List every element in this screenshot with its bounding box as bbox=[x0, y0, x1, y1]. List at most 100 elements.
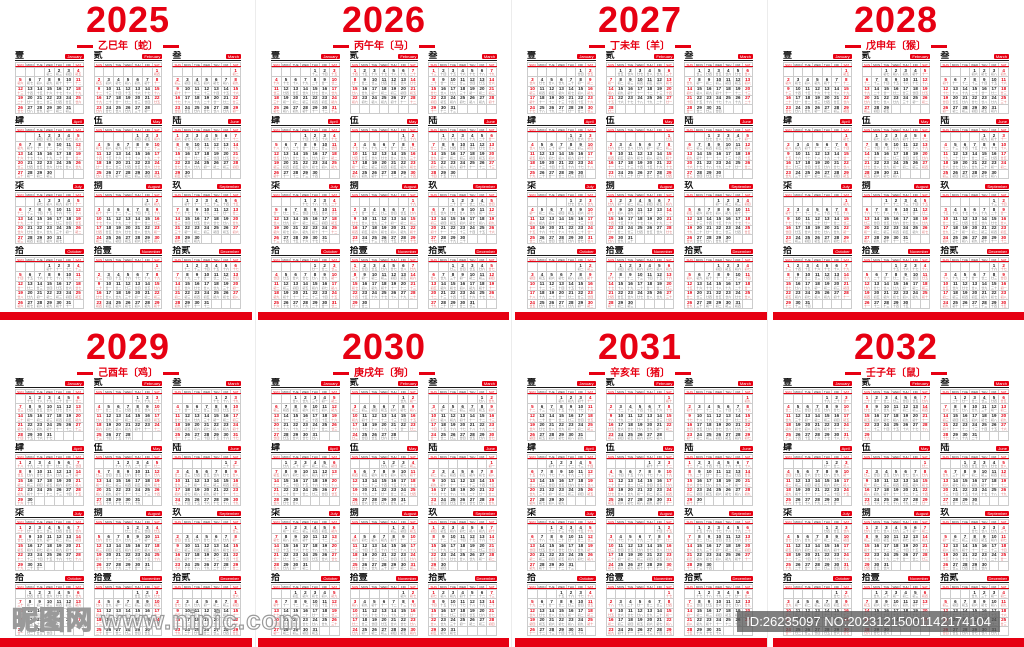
lunar-label: 初三 bbox=[883, 229, 890, 234]
date-cell: 14 十五 bbox=[221, 86, 232, 96]
date-grid: 1 初五 2 初六 3 初七 4 初八 5 初九 6 初十 7 十一 8 十二 9 十三 10 十四 11 十五 12 十六 1… bbox=[783, 67, 852, 114]
lunar-label: 十七 bbox=[734, 220, 741, 225]
lunar-label: 初四 bbox=[440, 220, 447, 225]
lunar-label: 初七 bbox=[873, 137, 880, 141]
date-number: 5 bbox=[215, 133, 218, 138]
lunar-label: 二十 bbox=[833, 155, 840, 160]
lunar-label: 初十 bbox=[95, 211, 102, 216]
date-number: 2 bbox=[787, 207, 790, 212]
month-name-badge: October bbox=[321, 249, 340, 254]
lunar-label: 十四 bbox=[607, 220, 614, 225]
weekday-label: THU bbox=[901, 192, 911, 196]
date-cell bbox=[104, 68, 114, 78]
date-cell: 22 廿五 bbox=[152, 95, 163, 106]
date-number: 28 bbox=[874, 105, 880, 110]
date-cell: 27 初七 bbox=[25, 300, 36, 309]
lunar-label: 廿四 bbox=[587, 294, 594, 299]
lunar-label: 初八 bbox=[744, 146, 751, 151]
date-cell: 30 廿三 bbox=[585, 105, 596, 114]
date-cell: 1 初四 bbox=[616, 263, 626, 273]
date-number: 22 bbox=[874, 160, 880, 166]
date-cell: 3 初八 bbox=[989, 68, 1000, 78]
date-cell: 6 初二 bbox=[685, 142, 695, 152]
date-cell: 20 十二 bbox=[398, 281, 409, 291]
lunar-label: 廿三 bbox=[814, 99, 821, 104]
date-cell: 22 初十 bbox=[408, 225, 419, 236]
date-cell: 10 十九 bbox=[202, 207, 212, 217]
lunar-label: 初九 bbox=[55, 202, 62, 206]
date-cell: 10 廿五 bbox=[458, 142, 468, 152]
lunar-label: 初三 bbox=[548, 211, 555, 216]
date-number: 19 bbox=[687, 225, 693, 231]
date-number: 10 bbox=[1001, 142, 1007, 147]
lunar-label: 廿五 bbox=[814, 164, 821, 169]
date-cell: 12 十七 bbox=[941, 86, 951, 96]
weekday-header: SUN MON TUE WED THU FRI SAT bbox=[271, 62, 340, 67]
weekday-label: SUN bbox=[429, 127, 439, 131]
date-number: 27 bbox=[489, 160, 495, 166]
date-cell: 10 廿一 bbox=[202, 272, 212, 282]
date-cell: 13 廿六 bbox=[398, 77, 409, 87]
date-cell: 25 初二 bbox=[901, 160, 911, 171]
lunar-label: 廿六 bbox=[65, 285, 72, 290]
date-cell: 27 廿四 bbox=[547, 235, 557, 244]
date-cell: 7 初六 bbox=[664, 198, 675, 208]
date-cell: 4 初十 bbox=[910, 68, 921, 78]
date-cell: 31 廿二 bbox=[329, 300, 340, 309]
date-cell: 3 初六 bbox=[635, 263, 646, 273]
date-number: 14 bbox=[981, 216, 987, 222]
date-number: 9 bbox=[57, 272, 61, 277]
date-number: 10 bbox=[66, 272, 72, 277]
weekday-header: SUN MON TUE WED THU FRI SAT bbox=[349, 192, 419, 197]
date-cell: 11 初七 bbox=[733, 142, 744, 152]
date-cell: 25 十一 bbox=[467, 160, 478, 171]
lunar-label: 初二 bbox=[488, 211, 495, 216]
lunar-label: 初八 bbox=[184, 239, 191, 244]
lunar-label: 十九 bbox=[17, 220, 24, 225]
weekday-label: FRI bbox=[832, 127, 842, 131]
date-number: 27 bbox=[687, 170, 693, 175]
month-numeral: 捌 bbox=[349, 181, 359, 190]
date-number: 21 bbox=[962, 95, 968, 101]
lunar-label: 廿一 bbox=[548, 174, 555, 179]
lunar-label: 十三 bbox=[990, 202, 997, 206]
month-numeral: 拾贰 bbox=[172, 246, 191, 255]
lunar-label: 十六 bbox=[902, 81, 909, 86]
date-cell: 5 廿九 bbox=[635, 142, 646, 152]
date-number: 17 bbox=[352, 160, 358, 166]
date-cell: 24 廿四 bbox=[733, 225, 744, 236]
lunar-label: 初三 bbox=[134, 174, 141, 179]
lunar-label: 初八 bbox=[863, 239, 870, 244]
lunar-label: 廿四 bbox=[912, 90, 919, 95]
date-number: 11 bbox=[529, 151, 535, 157]
lunar-label: 十一 bbox=[538, 99, 545, 104]
date-number: 12 bbox=[549, 86, 555, 92]
weekday-header: SUN MON TUE WED THU FRI SAT bbox=[605, 62, 675, 67]
date-number: 7 bbox=[560, 142, 563, 147]
weekday-label: WED bbox=[44, 257, 55, 261]
date-number: 24 bbox=[322, 160, 328, 166]
date-cell: 16 廿二 bbox=[881, 151, 892, 161]
lunar-label: 十七 bbox=[785, 220, 792, 225]
date-number: 23 bbox=[785, 170, 791, 175]
lunar-label: 初四 bbox=[538, 90, 545, 95]
lunar-label: 十四 bbox=[794, 90, 801, 95]
weekday-label: THU bbox=[979, 127, 990, 131]
date-cell: 8 初九 bbox=[231, 77, 241, 87]
lunar-label: 廿三 bbox=[222, 276, 229, 281]
date-cell bbox=[379, 133, 390, 143]
lunar-label: 十七 bbox=[351, 146, 358, 151]
lunar-label: 廿五 bbox=[282, 276, 289, 281]
date-cell: 11 初三 bbox=[379, 272, 390, 282]
date-cell: 3 十二 bbox=[64, 263, 74, 273]
date-cell: 2 初三 bbox=[173, 77, 183, 87]
lunar-label: 廿二 bbox=[529, 239, 536, 244]
date-number: 25 bbox=[943, 170, 949, 175]
date-number: 18 bbox=[529, 160, 535, 166]
lunar-label: 十七 bbox=[184, 211, 191, 216]
date-number: 14 bbox=[864, 151, 870, 157]
date-cell: 31 十一 bbox=[64, 300, 74, 309]
weekday-label: WED bbox=[556, 192, 567, 196]
date-cell: 4 初七 bbox=[94, 142, 105, 152]
date-cell: 8 廿八 bbox=[310, 272, 321, 282]
